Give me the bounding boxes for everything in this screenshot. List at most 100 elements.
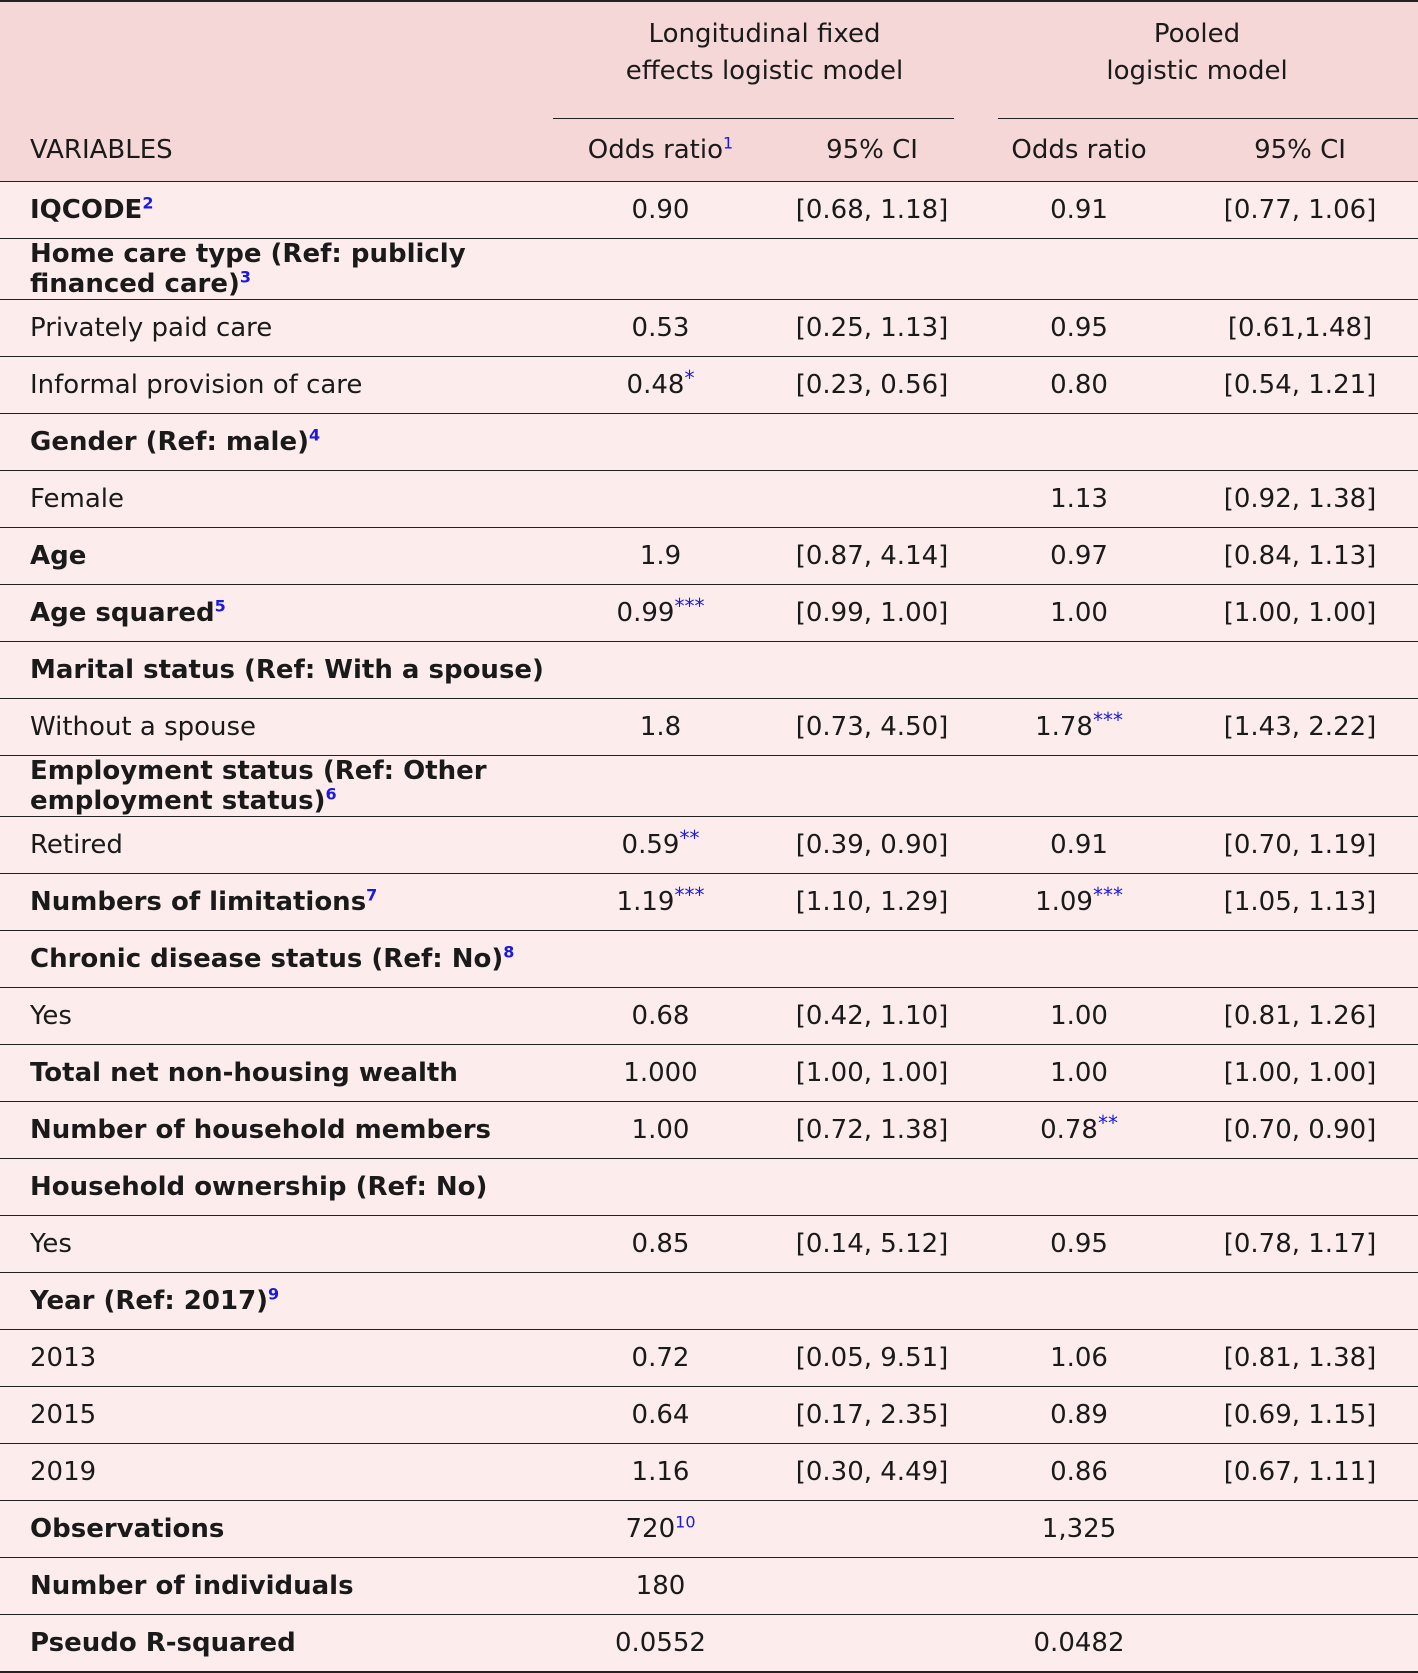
odds-ratio-pooled-cell [976, 1557, 1183, 1615]
ci-fe-value: [0.68, 1.18] [795, 195, 949, 225]
table-row: Female 1.13 [0.92, 1.38] [0, 470, 1418, 528]
odds-ratio-fe-cell: 1.9 [553, 527, 768, 585]
odds-ratio-pooled-value: 0.80 [1050, 370, 1108, 400]
odds-ratio-pooled-cell: 1.06 [976, 1329, 1183, 1387]
ci-fe-cell: [0.87, 4.14] [768, 527, 977, 585]
odds-ratio-fe-value: 720 [625, 1514, 676, 1544]
odds-ratio-fe-value: 0.68 [631, 1001, 690, 1031]
ci-pooled-value: [0.77, 1.06] [1223, 195, 1377, 225]
ci-pooled-value: [0.81, 1.38] [1223, 1343, 1377, 1373]
variable-label: Yes [30, 1229, 72, 1259]
odds-ratio-fe-value: 0.64 [631, 1400, 690, 1430]
table-row: Yes 0.85 [0.14, 5.12] 0.95 [0.78, 1.17] [0, 1215, 1418, 1273]
odds-ratio-pooled-value: 0.89 [1050, 1400, 1108, 1430]
table-row: Retired 0.59** [0.39, 0.90] 0.91 [0.70, 1.19… [0, 816, 1418, 874]
table-row: Number of individuals 180 [0, 1557, 1418, 1615]
ci-pooled-value: [1.05, 1.13] [1223, 887, 1377, 917]
odds-ratio-pooled-cell [976, 755, 1183, 817]
odds-ratio-fe-cell: 0.85 [553, 1215, 768, 1273]
odds-ratio-fe-cell: 1.000 [553, 1044, 768, 1102]
odds-ratio-pooled-value: 0.86 [1050, 1457, 1108, 1487]
odds-ratio-pooled-cell: 1.09*** [976, 873, 1183, 931]
odds-ratio-fe-value: 0.53 [631, 313, 690, 343]
ci-fe-value: [1.00, 1.00] [795, 1058, 949, 1088]
footnote-marker: 2 [142, 193, 154, 213]
ci-pooled-value: [0.92, 1.38] [1223, 484, 1377, 514]
ci-pooled-value: [1.43, 2.22] [1223, 712, 1377, 742]
variable-label: Employment status (Ref: Other employment… [30, 756, 487, 816]
odds-ratio-fe-value: 0.72 [631, 1343, 690, 1373]
table-row: Chronic disease status (Ref: No)8 [0, 930, 1418, 988]
ci-pooled-value: [0.69, 1.15] [1223, 1400, 1377, 1430]
variable-cell: Retired [0, 816, 553, 874]
ci-pooled-cell [1182, 1614, 1418, 1673]
header-group-fixed-effects: Longitudinal fixed effects logistic mode… [553, 0, 977, 119]
odds-ratio-fe-cell: 72010 [553, 1500, 768, 1558]
ci-fe-value: [1.10, 1.29] [795, 887, 949, 917]
table-row: Gender (Ref: male)4 [0, 413, 1418, 471]
ci-pooled-value: [0.70, 1.19] [1223, 830, 1377, 860]
odds-ratio-fe-cell: 0.99*** [553, 584, 768, 642]
variable-label: Female [30, 484, 125, 514]
odds-ratio-fe-cell: 1.00 [553, 1101, 768, 1159]
variable-cell: Gender (Ref: male)4 [0, 413, 553, 471]
variable-label: Total net non-housing wealth [30, 1058, 458, 1088]
significance-stars: *** [674, 883, 705, 907]
odds-ratio-pooled-value: 1,325 [1041, 1514, 1117, 1544]
header-odds-ratio-1-footnote: 1 [723, 132, 734, 152]
group1-line1: Longitudinal fixed [648, 19, 881, 49]
table-header: Longitudinal fixed effects logistic mode… [0, 0, 1418, 182]
significance-stars: ** [679, 826, 700, 850]
ci-fe-value: [0.17, 2.35] [795, 1400, 949, 1430]
variable-cell: Chronic disease status (Ref: No)8 [0, 930, 553, 988]
ci-pooled-cell [1182, 755, 1418, 817]
variable-label: Age squared [30, 598, 215, 628]
ci-pooled-cell: [0.70, 1.19] [1182, 816, 1418, 874]
ci-pooled-cell: [0.81, 1.26] [1182, 987, 1418, 1045]
odds-ratio-pooled-value: 1.00 [1050, 1058, 1108, 1088]
ci-fe-cell: [0.73, 4.50] [768, 698, 977, 756]
odds-ratio-pooled-cell: 1.78*** [976, 698, 1183, 756]
variable-cell: Age squared5 [0, 584, 553, 642]
footnote-marker: 3 [239, 267, 251, 287]
odds-ratio-pooled-value: 1.00 [1050, 1001, 1108, 1031]
odds-ratio-pooled-value: 0.95 [1050, 313, 1108, 343]
variable-label: Yes [30, 1001, 72, 1031]
variable-label: Home care type (Ref: publicly financed c… [30, 239, 466, 299]
odds-ratio-pooled-cell [976, 641, 1183, 699]
ci-fe-cell: [0.17, 2.35] [768, 1386, 977, 1444]
ci-fe-cell [768, 755, 977, 817]
ci-pooled-cell: [0.78, 1.17] [1182, 1215, 1418, 1273]
header-ci-1: 95% CI [768, 119, 977, 182]
ci-fe-value: [0.30, 4.49] [795, 1457, 949, 1487]
footnote-marker: 10 [675, 1512, 696, 1532]
odds-ratio-fe-cell [553, 1158, 768, 1216]
odds-ratio-pooled-value: 0.78 [1040, 1115, 1098, 1145]
odds-ratio-pooled-cell [976, 1272, 1183, 1330]
odds-ratio-fe-value: 1.000 [623, 1058, 698, 1088]
variable-cell: Age [0, 527, 553, 585]
table-row: Without a spouse 1.8 [0.73, 4.50] 1.78*** [1… [0, 698, 1418, 756]
odds-ratio-pooled-cell [976, 238, 1183, 300]
ci-pooled-value: [1.00, 1.00] [1223, 598, 1377, 628]
ci-pooled-value: [0.81, 1.26] [1223, 1001, 1377, 1031]
odds-ratio-fe-cell [553, 1272, 768, 1330]
table-row: Total net non-housing wealth 1.000 [1.00, … [0, 1044, 1418, 1102]
variable-cell: Female [0, 470, 553, 528]
table-row: Age 1.9 [0.87, 4.14] 0.97 [0.84, 1.13] [0, 527, 1418, 585]
group2-line2: logistic model [1106, 56, 1288, 86]
odds-ratio-pooled-cell [976, 1158, 1183, 1216]
table-row: Household ownership (Ref: No) [0, 1158, 1418, 1216]
ci-pooled-cell [1182, 1557, 1418, 1615]
variable-label: Retired [30, 830, 123, 860]
variable-label: Pseudo R-squared [30, 1628, 296, 1658]
odds-ratio-fe-cell: 0.72 [553, 1329, 768, 1387]
odds-ratio-fe-cell: 1.19*** [553, 873, 768, 931]
ci-pooled-value: [1.00, 1.00] [1223, 1058, 1377, 1088]
odds-ratio-fe-value: 0.48 [626, 370, 685, 400]
ci-fe-cell [768, 413, 977, 471]
variable-label: Gender (Ref: male) [30, 427, 309, 457]
ci-fe-value: [0.05, 9.51] [795, 1343, 949, 1373]
ci-pooled-cell: [1.05, 1.13] [1182, 873, 1418, 931]
